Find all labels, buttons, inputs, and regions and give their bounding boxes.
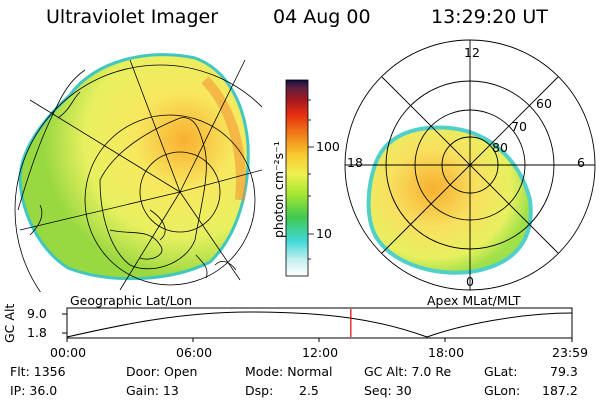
polar-plot-caption: Apex MLat/MLT [427,293,521,308]
geographic-map [14,53,262,292]
colorbar-tick-100: 100 [316,139,340,154]
geo-auroral-image [18,53,250,281]
status-flt: Flt: 1356 [10,364,66,379]
x-tick-2359: 23:59 [552,345,589,360]
mlt-0-label: 0 [466,274,474,289]
x-tick-0000: 00:00 [50,345,87,360]
mlat-60-label: 60 [536,96,552,111]
status-seq: Seq: 30 [364,383,412,398]
altitude-y-bottom: 1.8 [27,325,47,340]
mlt-12-label: 12 [464,45,480,60]
x-tick-0600: 06:00 [176,345,213,360]
altitude-curve [66,311,573,338]
geo-map-caption: Geographic Lat/Lon [70,293,192,308]
status-glat-label: GLat: [484,364,518,379]
polar-plot [344,39,596,291]
instrument-title: Ultraviolet Imager [46,6,219,28]
status-door: Door: Open [126,364,198,379]
x-tick-1200: 12:00 [302,345,339,360]
mlat-80-label: 80 [492,140,508,155]
colorbar [285,79,309,277]
status-glon-label: GLon: [484,383,521,398]
altitude-ylabel: GC Alt [2,303,17,343]
status-glat-value: 79.3 [550,364,578,379]
altitude-plot [62,307,573,342]
colorbar-tick-10: 10 [316,226,332,241]
x-tick-1800: 18:00 [428,345,465,360]
polar-auroral-image [366,125,533,275]
status-glon-value: 187.2 [542,383,578,398]
status-ip: IP: 36.0 [10,383,58,398]
altitude-y-top: 9.0 [27,306,47,321]
status-dsp-label: Dsp: [245,383,274,398]
observation-date: 04 Aug 00 [273,6,371,28]
colorbar-unit-label: photon cm⁻²s⁻¹ [271,141,286,238]
status-gc-alt: GC Alt: 7.0 Re [364,364,452,379]
colorbar-ticks [308,99,314,260]
mlt-6-label: 6 [577,155,585,170]
coastlines [17,69,237,279]
mlat-70-label: 70 [511,119,527,134]
mlt-18-label: 18 [347,155,363,170]
observation-time: 13:29:20 UT [431,6,548,28]
status-dsp-value: 2.5 [299,383,319,398]
status-gain: Gain: 13 [126,383,179,398]
status-mode: Mode: Normal [245,364,333,379]
